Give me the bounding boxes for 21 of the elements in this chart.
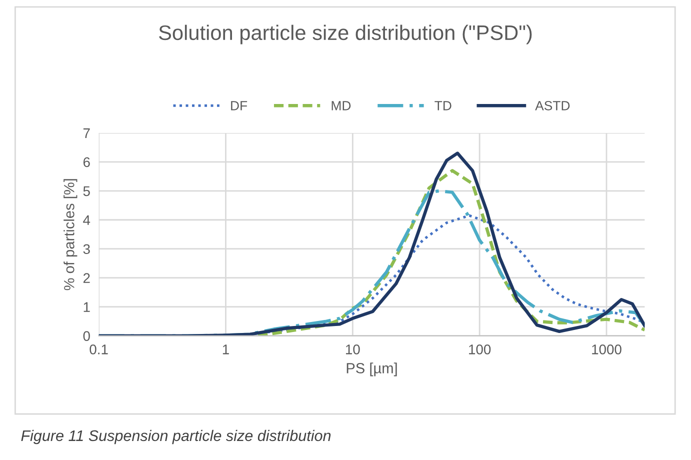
x-tick-label: 1000 (592, 344, 622, 354)
y-axis-title: % of particles [%] (64, 179, 78, 290)
y-tick-label: 3 (83, 244, 90, 254)
legend-label: DF (231, 101, 248, 110)
y-tick-label: 4 (83, 215, 90, 225)
x-tick-label: 100 (469, 344, 491, 354)
y-tick-label: 2 (83, 273, 90, 283)
y-tick-label: 5 (83, 186, 90, 196)
legend-label: ASTD (535, 101, 570, 110)
x-tick-label: 10 (346, 344, 360, 354)
caption: Figure 11 Suspension particle size distribution (21, 430, 331, 444)
legend-label: MD (332, 101, 351, 110)
y-tick-label: 0 (83, 331, 90, 341)
x-tick-label: 1 (222, 344, 229, 354)
chart-title: Solution particle size distribution ("PSD") (159, 24, 532, 44)
y-tick-label: 6 (83, 157, 90, 168)
y-tick-label: 7 (83, 128, 90, 138)
x-tick-label: 0.1 (90, 344, 108, 354)
x-axis-title: PS [µm] (346, 362, 397, 376)
legend-label: TD (434, 101, 452, 110)
y-tick-label: 1 (84, 302, 90, 312)
